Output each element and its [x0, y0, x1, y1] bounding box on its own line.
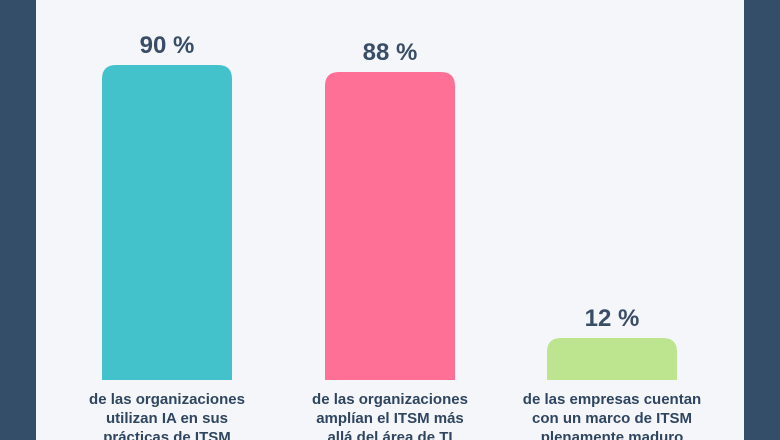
value-label-1: 90 %: [140, 32, 195, 59]
bar-1: [102, 65, 232, 380]
chart-panel: 90 % 88 % 12 % de las organizaciones utili…: [36, 0, 744, 440]
bar-2: [325, 72, 455, 380]
category-label-1: de las organizaciones utilizan IA en sus…: [89, 391, 245, 440]
category-label-3: de las empresas cuentan con un marco de …: [522, 391, 702, 440]
bar-3: [547, 338, 677, 380]
value-label-3: 12 %: [585, 305, 640, 332]
bar-chart: 90 % 88 % 12 %: [102, 32, 677, 380]
value-label-2: 88 %: [363, 39, 418, 66]
category-label-2: de las organizaciones amplían el ITSM má…: [312, 391, 468, 440]
